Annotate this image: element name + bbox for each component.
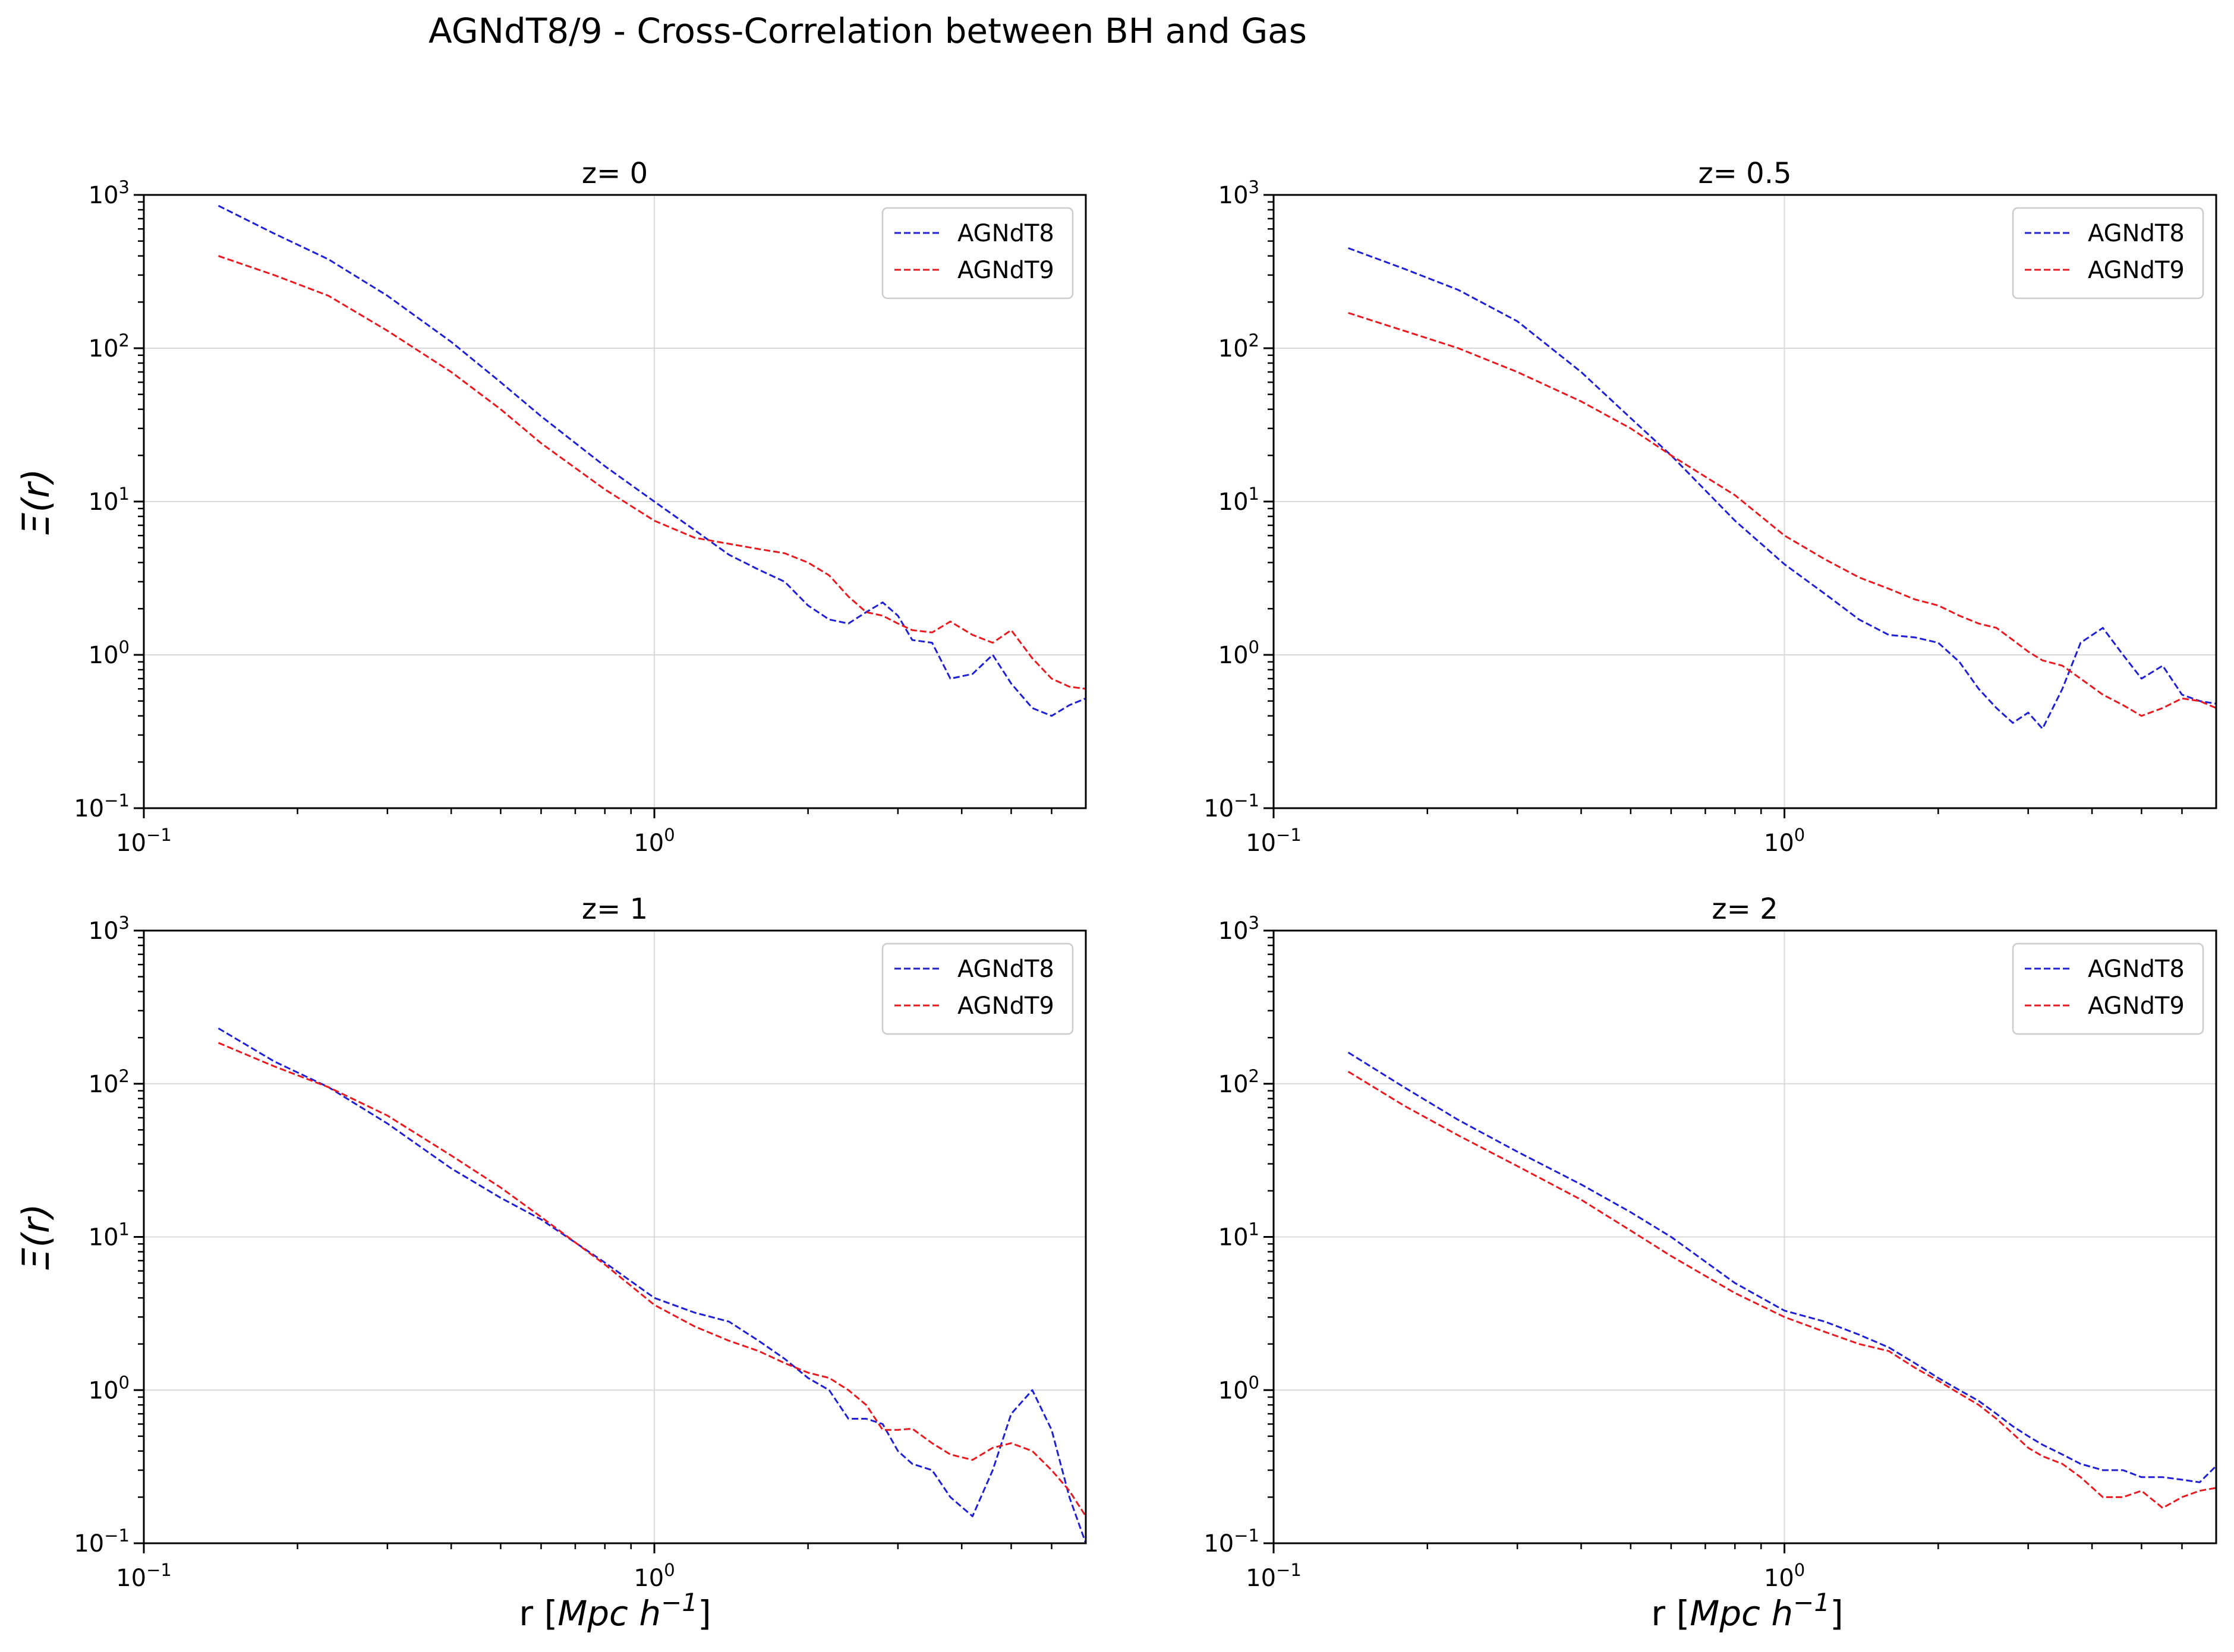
legend-label: AGNdT9 [957, 992, 1054, 1020]
series-line-agndt9 [218, 1042, 1086, 1517]
series-line-agndt8 [218, 1027, 1086, 1543]
y-tick-label: 100 [89, 1372, 130, 1404]
y-tick-label: 102 [1218, 330, 1259, 362]
y-tick-label: 101 [1218, 1219, 1259, 1251]
x-tick-label: 10−1 [116, 1560, 172, 1592]
legend-label: AGNdT9 [2088, 257, 2185, 284]
x-tick-label: 100 [1764, 1560, 1805, 1592]
series-group [218, 204, 1086, 717]
x-tick-label: 10−1 [116, 825, 172, 857]
legend-label: AGNdT8 [2088, 220, 2185, 247]
y-tick-label: 101 [89, 484, 130, 516]
y-tick-label: 103 [89, 913, 130, 945]
y-tick-label: 100 [89, 637, 130, 669]
legend-box [881, 942, 1074, 1035]
legend-label: AGNdT8 [957, 956, 1054, 983]
x-tick-label: 100 [1764, 825, 1805, 857]
x-tick-label: 10−1 [1246, 1560, 1302, 1592]
legend-box [881, 207, 1074, 299]
y-tick-label: 100 [1218, 1372, 1259, 1404]
y-tick-label: 103 [1218, 913, 1259, 945]
y-tick-label: 10−1 [74, 1525, 130, 1558]
panel-2: 10−1 100 10−1 100 101 102 103 z= 0.5 AGNdT8 AGNdT… [1203, 157, 2217, 857]
y-tick-label: 10−1 [1203, 1525, 1259, 1558]
y-tick-label: 101 [1218, 484, 1259, 516]
subplot-title: z= 0.5 [1698, 157, 1791, 190]
legend-label: AGNdT9 [957, 257, 1054, 284]
y-tick-label: 102 [89, 1066, 130, 1098]
series-line-agndt9 [218, 255, 1086, 690]
legend-label: AGNdT8 [957, 220, 1054, 247]
series-group [218, 1027, 1086, 1543]
panel-4: 10−1 100 10−1 100 101 102 103 z= 2 AGNdT8 AGNdT9 [1203, 893, 2217, 1592]
plot-frame [143, 929, 1087, 1544]
subplot-title: z= 2 [1712, 893, 1778, 926]
y-axis-label-top: Ξ(r) [14, 468, 58, 535]
x-tick-label: 10−1 [1246, 825, 1302, 857]
series-line-agndt8 [1347, 1051, 2216, 1483]
y-tick-label: 10−1 [74, 790, 130, 822]
legend-box [2012, 207, 2204, 299]
legend-label: AGNdT8 [2088, 956, 2185, 983]
y-tick-label: 102 [1218, 1066, 1259, 1098]
plot-frame [143, 194, 1087, 809]
subplot-title: z= 1 [582, 893, 648, 926]
y-axis-label-bottom: Ξ(r) [14, 1203, 58, 1270]
series-group [1347, 1051, 2216, 1509]
series-group [1348, 247, 2216, 730]
series-line-agndt9 [1347, 1071, 2216, 1509]
subplot-title: z= 0 [582, 157, 648, 190]
x-axis-label-left: r [Mpc h−1] [519, 1588, 711, 1634]
y-tick-label: 101 [89, 1219, 130, 1251]
x-axis-label-right: r [Mpc h−1] [1651, 1588, 1843, 1634]
plot-frame [1272, 194, 2217, 809]
y-tick-label: 102 [89, 330, 130, 362]
panel-1: 10−1 100 10−1 100 101 102 103 z= 0 AGNdT8 AGNdT9 [74, 157, 1087, 857]
figure-title: AGNdT8/9 - Cross-Correlation between BH … [428, 11, 1307, 51]
legend-box [2012, 942, 2204, 1035]
series-line-agndt8 [1348, 247, 2216, 730]
x-tick-label: 100 [634, 825, 675, 857]
y-tick-label: 10−1 [1203, 790, 1259, 822]
y-tick-label: 100 [1218, 637, 1259, 669]
series-line-agndt9 [1348, 312, 2216, 717]
plot-frame [1272, 929, 2217, 1544]
y-tick-label: 103 [1218, 177, 1259, 209]
series-line-agndt8 [218, 204, 1086, 717]
legend-label: AGNdT9 [2088, 992, 2185, 1020]
y-tick-label: 103 [89, 177, 130, 209]
